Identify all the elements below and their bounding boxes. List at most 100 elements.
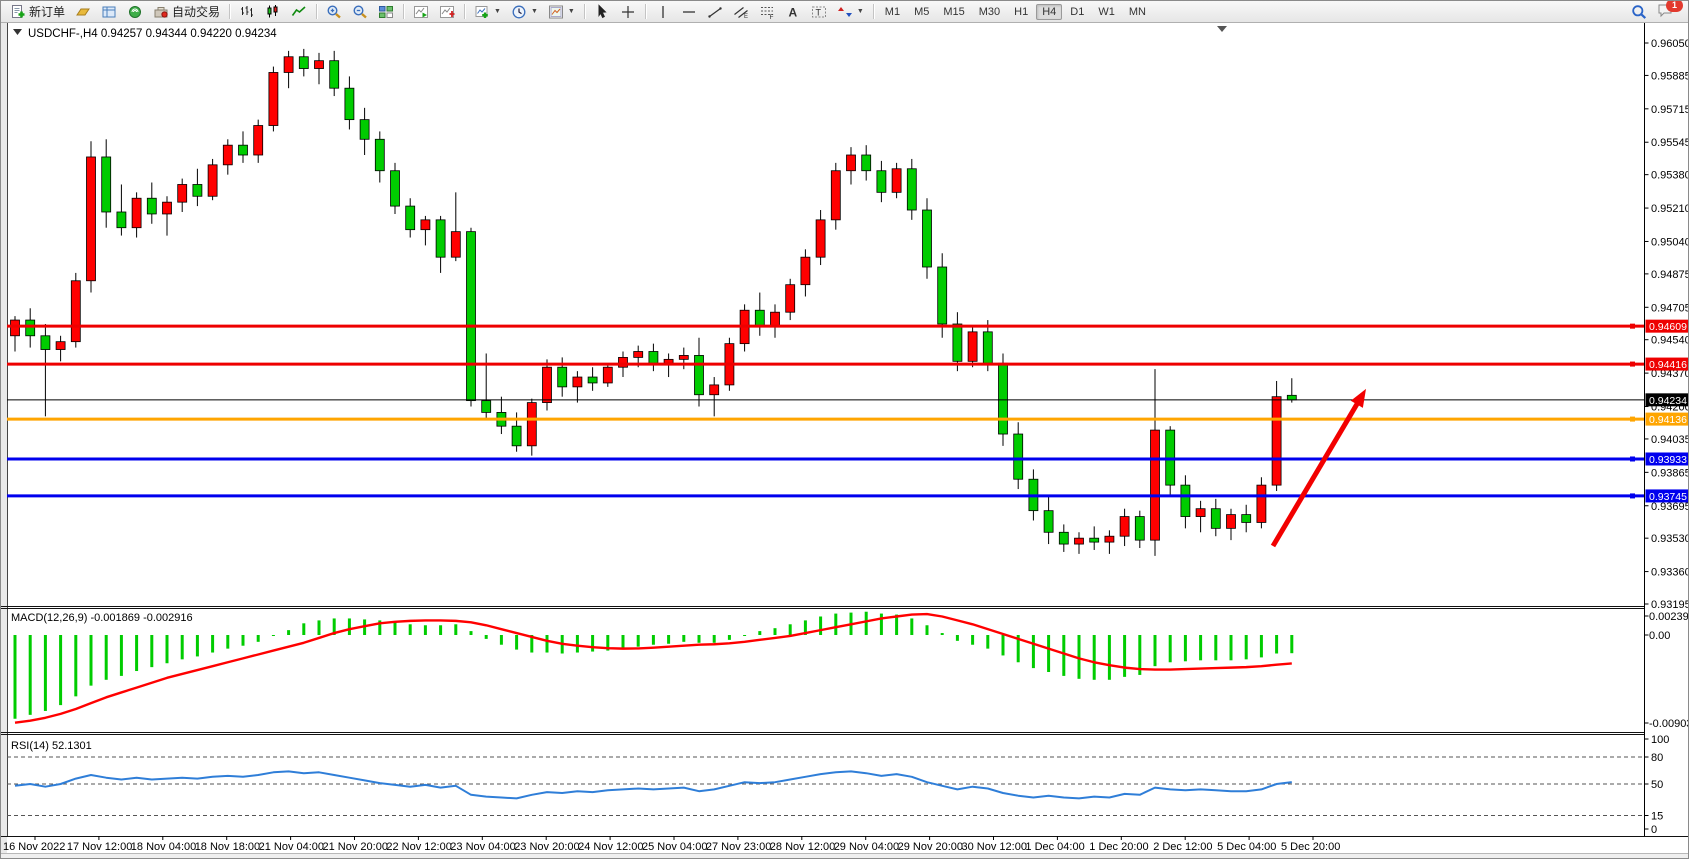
text-button[interactable]: A [781,1,805,22]
chart-shift-marker[interactable] [1217,26,1227,32]
price-tick-label: 0.93195 [1651,599,1689,611]
line-chart-icon [291,4,307,20]
dropdown-caret-icon: ▼ [494,8,501,15]
notifications-button[interactable]: 1 [1653,1,1683,22]
macd-bar [545,635,549,653]
bull-candle [618,356,628,368]
bars-chart-button[interactable] [235,1,259,22]
bear-candle [40,335,51,350]
search-button[interactable] [1627,1,1651,22]
price-tick-label: 0.95040 [1651,236,1689,248]
line-handle[interactable] [1630,323,1635,329]
bull-candle [572,376,583,388]
equidistant-channel-button[interactable]: E [729,1,753,22]
indicators-button[interactable]: ▼ [470,1,505,22]
macd-bar [1168,635,1172,663]
timeframe-m1-button[interactable]: M1 [884,5,901,18]
fibonacci-button[interactable]: F [755,1,779,22]
market-watch-button[interactable] [71,1,95,22]
bull-candle [1271,396,1282,486]
bull-candle [314,60,324,69]
data-window-button[interactable] [97,1,121,22]
symbol-dropdown-icon[interactable] [13,29,22,35]
line-handle[interactable] [1630,456,1635,462]
toolbar-separator [316,4,318,19]
bull-candle [709,384,720,396]
label-icon: T [811,4,827,20]
macd-bar [1229,635,1233,661]
macd-bar [591,635,595,652]
timeframe-d1-button[interactable]: D1 [1070,5,1085,18]
line-handle[interactable] [1630,361,1635,367]
text-label-button[interactable]: T [807,1,831,22]
timeframe-m30-button[interactable]: M30 [978,5,1001,18]
chart-title: USDCHF-,H4 0.94257 0.94344 0.94220 0.942… [28,28,277,40]
time-tick-label: 30 Nov 12:00 [962,841,1027,853]
bear-candle [329,60,340,89]
macd-bar [1199,635,1203,661]
new-order-icon [10,4,26,20]
timeframe-h1-button[interactable]: H1 [1014,5,1029,18]
templates-button[interactable]: ▼ [544,1,579,22]
bull-candle [420,219,431,231]
text-icon: A [785,4,801,20]
auto-trading-button[interactable]: 自动交易 [149,1,224,22]
line-handle[interactable] [1630,493,1635,499]
new-order-button[interactable]: 新订单 [6,1,69,22]
arrows-button[interactable]: ▼ [833,1,868,22]
candlestick-chart-button[interactable] [261,1,285,22]
crosshair-button[interactable] [616,1,640,22]
timeframe-w1-button[interactable]: W1 [1098,5,1115,18]
chart-canvas[interactable]: 0.96050 0.95885 0.95715 0.95545 0.95380 0.952… [1,23,1689,859]
bear-candle [754,309,765,327]
trend-line-button[interactable] [703,1,727,22]
navigator-button[interactable] [123,1,147,22]
timeframe-m15-button[interactable]: M15 [943,5,965,18]
macd-bar [1031,635,1035,669]
line-chart-button[interactable] [287,1,311,22]
svg-text:F: F [769,14,773,20]
price-tick-label: 0.96050 [1651,38,1689,50]
crosshair-icon [620,4,636,20]
price-tag-label: 0.93933 [1649,454,1687,466]
bull-candle [177,184,188,203]
periods-button[interactable]: ▼ [507,1,542,22]
macd-bar [256,635,260,642]
auto-scroll-button[interactable] [409,1,433,22]
horizontal-line-button[interactable] [677,1,701,22]
time-tick-label: 25 Nov 04:00 [642,841,707,853]
macd-bar [895,614,899,635]
macd-bar [1092,635,1096,680]
line-handle[interactable] [1630,416,1635,422]
bear-candle [1286,394,1297,401]
macd-bar [803,620,807,635]
price-tag [1645,393,1688,407]
time-tick-label: 18 Nov 18:00 [195,841,260,853]
bull-candle [70,280,81,343]
cursor-button[interactable] [590,1,614,22]
macd-bar [864,611,868,635]
bear-candle [25,319,36,337]
price-tick-label: 0.95545 [1651,137,1689,149]
macd-bar [135,635,139,672]
timeframe-h4-button[interactable]: H4 [1036,3,1063,20]
tile-windows-icon [378,4,394,20]
bull-candle [207,164,218,197]
macd-bar [651,635,655,645]
macd-bar [515,635,519,650]
macd-bar [499,635,503,645]
notification-badge: 1 [1666,1,1683,12]
timeframe-mn-button[interactable]: MN [1128,5,1146,18]
bear-candle [101,156,112,213]
bear-candle [1241,514,1252,523]
vertical-line-button[interactable] [651,1,675,22]
candle-chart-icon [265,4,281,20]
chart-shift-button[interactable] [435,1,459,22]
bull-candle [1074,537,1084,545]
arrows-icon [837,4,853,20]
zoom-in-button[interactable] [322,1,346,22]
timeframe-m5-button[interactable]: M5 [914,5,930,18]
macd-bar [226,635,230,649]
tile-windows-button[interactable] [374,1,398,22]
zoom-out-button[interactable] [348,1,372,22]
